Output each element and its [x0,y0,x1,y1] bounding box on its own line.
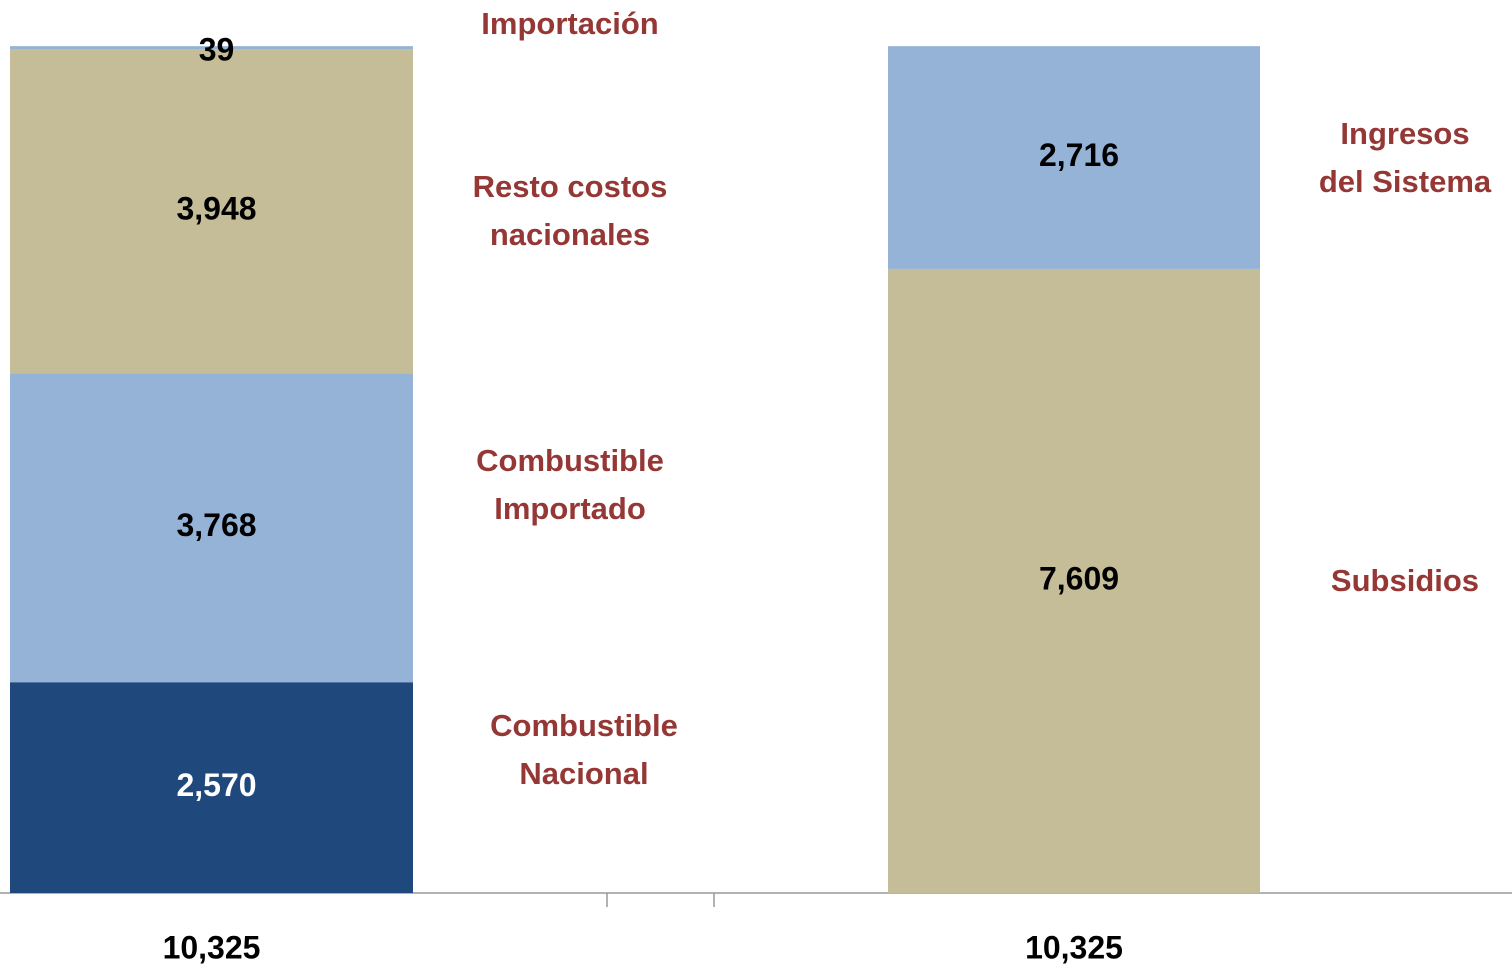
data-label: 2,570 [176,767,256,803]
x-tick-label: 10,325 [1025,929,1123,965]
bar-segment [10,373,413,683]
bar-segment [888,46,1260,269]
series-label: Combustible Importado [476,442,664,526]
series-label: Ingresos del Sistema [1318,115,1492,199]
series-label: Importación [481,6,659,41]
series-label: Combustible Nacional [490,707,678,791]
bar-segment [10,49,413,374]
x-tick-label: 10,325 [163,929,261,965]
data-label: 3,768 [176,507,256,543]
series-label: Resto costos nacionales [472,169,668,253]
bar-segment [888,268,1260,894]
data-label: 3,948 [176,191,256,227]
data-label: 7,609 [1039,560,1119,596]
data-label: 39 [199,32,235,68]
bar-segment [10,46,413,50]
series-label: Subsidios [1330,562,1480,598]
data-label: 2,716 [1039,137,1119,173]
bar-segment [10,682,413,893]
